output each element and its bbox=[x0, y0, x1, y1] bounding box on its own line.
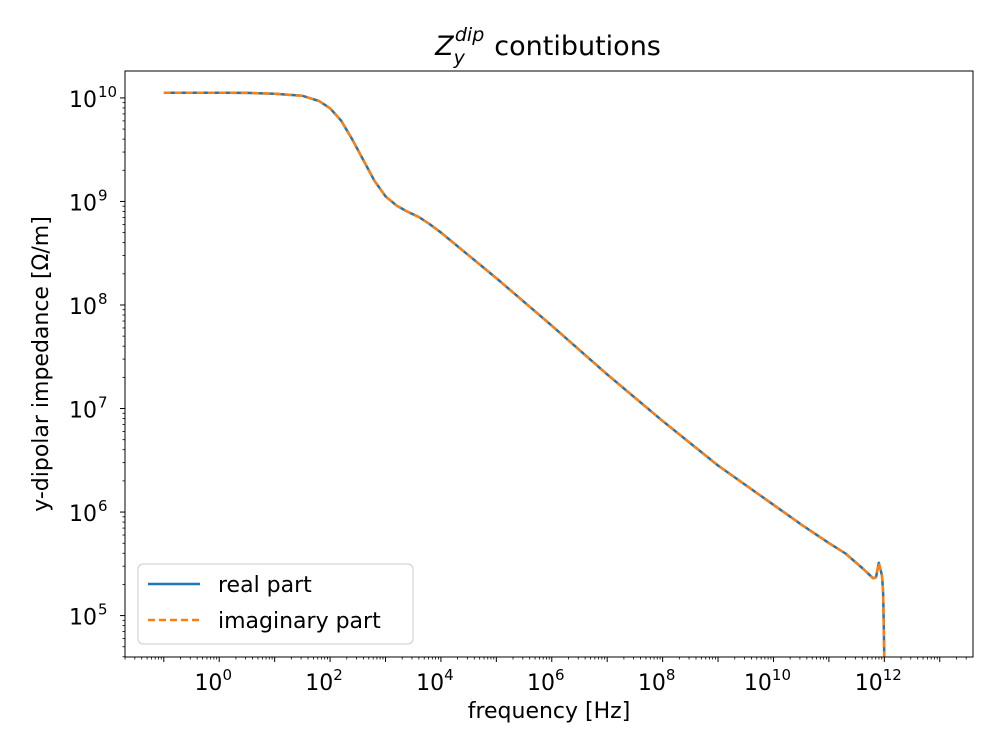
y-tick-label: 10 bbox=[69, 606, 97, 631]
x-tick-exponent: 10 bbox=[772, 666, 791, 684]
x-tick-exponent: 0 bbox=[222, 666, 232, 684]
y-tick-base: 10 bbox=[69, 606, 97, 631]
x-tick-exponent: 4 bbox=[444, 666, 454, 684]
x-tick-base: 10 bbox=[744, 671, 772, 696]
x-tick-base: 10 bbox=[416, 671, 444, 696]
series-layer bbox=[163, 91, 886, 658]
x-tick-base: 10 bbox=[527, 671, 555, 696]
y-axis-label: y-dipolar impedance [Ω/m] bbox=[29, 216, 54, 512]
x-axis-label: frequency [Hz] bbox=[468, 699, 631, 724]
x-tick-base: 10 bbox=[638, 671, 666, 696]
y-tick-label: 10 bbox=[69, 191, 97, 216]
y-tick-base: 10 bbox=[69, 295, 97, 320]
x-tick-base: 10 bbox=[305, 671, 333, 696]
y-tick-exponent: 5 bbox=[98, 601, 108, 619]
series-line-imaginary bbox=[163, 91, 886, 658]
y-tick-label: 10 bbox=[69, 502, 97, 527]
y-tick-label: 10 bbox=[69, 88, 97, 113]
chart-title: Zydip contibutions bbox=[434, 24, 661, 69]
x-tick-base: 10 bbox=[194, 671, 222, 696]
title-symbol: Z bbox=[434, 31, 454, 62]
y-tick-exponent: 7 bbox=[98, 394, 108, 412]
x-tick-label: 102 bbox=[305, 666, 343, 696]
y-tick-base: 10 bbox=[69, 191, 97, 216]
y-tick-exponent: 6 bbox=[98, 497, 108, 515]
title-text: contibutions bbox=[494, 31, 661, 62]
y-tick-exponent: 9 bbox=[98, 186, 108, 204]
x-tick-exponent: 12 bbox=[883, 666, 902, 684]
y-tick-base: 10 bbox=[69, 399, 97, 424]
x-tick-label: 1010 bbox=[744, 666, 791, 696]
x-tick-exponent: 6 bbox=[555, 666, 565, 684]
x-tick-exponent: 2 bbox=[333, 666, 343, 684]
legend-label-imaginary: imaginary part bbox=[218, 609, 381, 634]
x-tick-label: 108 bbox=[638, 666, 676, 696]
x-tick-exponent: 8 bbox=[666, 666, 676, 684]
legend-label-real: real part bbox=[218, 573, 312, 598]
y-tick-exponent: 10 bbox=[98, 83, 117, 101]
y-tick-base: 10 bbox=[69, 88, 97, 113]
legend-box bbox=[137, 563, 414, 645]
y-tick-label: 10 bbox=[69, 295, 97, 320]
x-tick-label: 100 bbox=[194, 666, 232, 696]
x-tick-label: 104 bbox=[416, 666, 454, 696]
x-tick-label: 1012 bbox=[855, 666, 902, 696]
x-tick-label: 106 bbox=[527, 666, 565, 696]
y-tick-base: 10 bbox=[69, 502, 97, 527]
title-subscript: y bbox=[453, 47, 466, 69]
title-superscript: dip bbox=[455, 24, 484, 46]
legend: real part imaginary part bbox=[137, 563, 414, 645]
x-tick-base: 10 bbox=[855, 671, 883, 696]
y-tick-label: 10 bbox=[69, 399, 97, 424]
y-tick-exponent: 8 bbox=[98, 290, 108, 308]
